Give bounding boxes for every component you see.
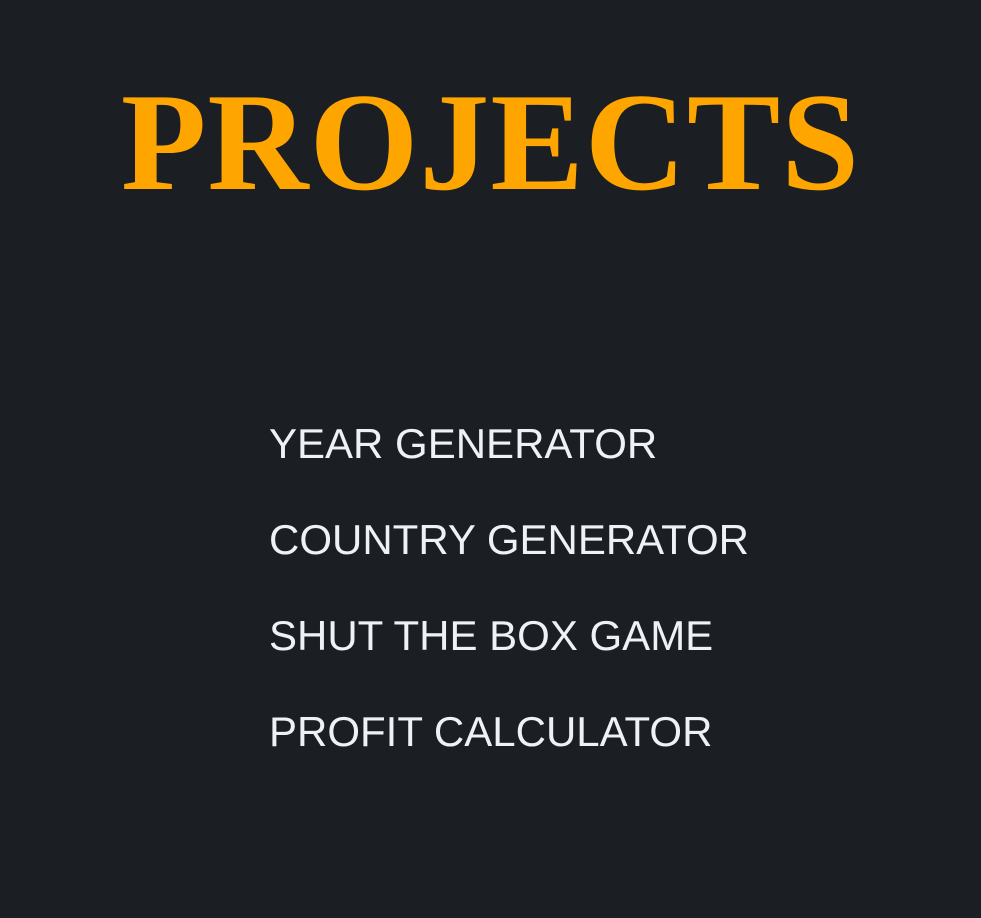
page-title: PROJECTS [120, 65, 861, 220]
project-link-country-generator[interactable]: COUNTRY GENERATOR [269, 516, 749, 563]
project-link-year-generator[interactable]: YEAR GENERATOR [269, 420, 658, 467]
list-item: SHUT THE BOX GAME [269, 608, 749, 704]
project-list: YEAR GENERATOR COUNTRY GENERATOR SHUT TH… [269, 416, 749, 800]
list-item: PROFIT CALCULATOR [269, 704, 749, 800]
project-link-profit-calculator[interactable]: PROFIT CALCULATOR [269, 708, 713, 755]
list-item: YEAR GENERATOR [269, 416, 749, 512]
project-link-shut-the-box-game[interactable]: SHUT THE BOX GAME [269, 612, 714, 659]
list-item: COUNTRY GENERATOR [269, 512, 749, 608]
